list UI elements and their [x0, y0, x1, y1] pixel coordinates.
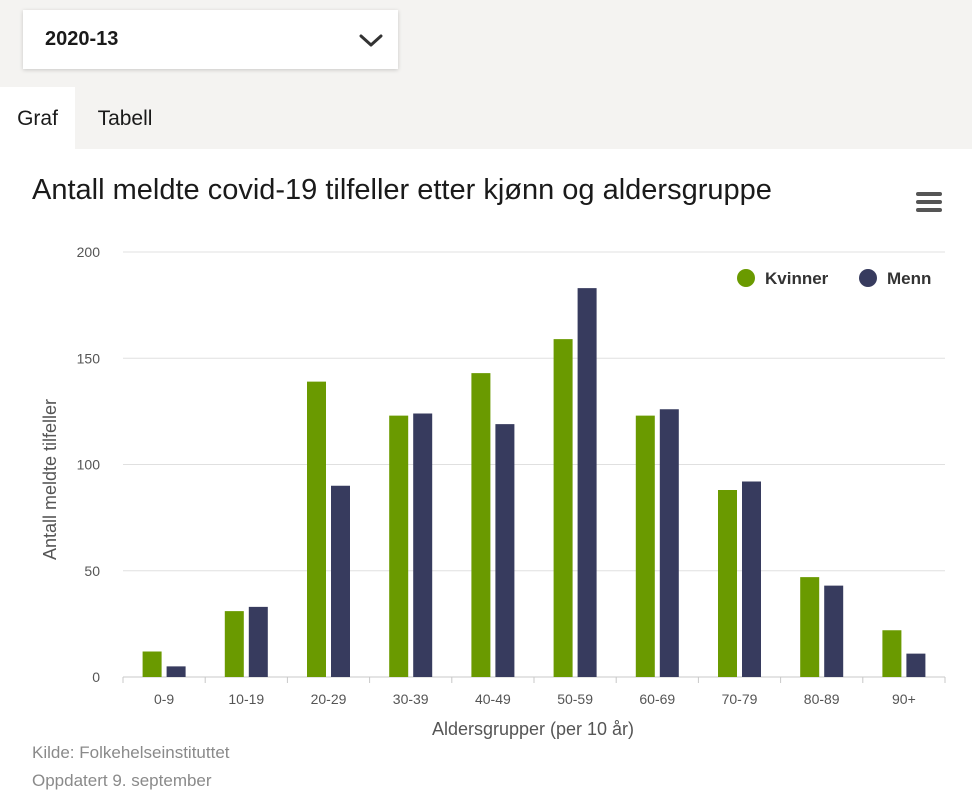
bar-menn-60-69	[659, 409, 679, 677]
week-select-dropdown[interactable]: 2020-13	[23, 10, 398, 69]
y-tick-label: 100	[77, 457, 101, 473]
bar-kvinner-60-69	[635, 415, 655, 677]
y-tick-label: 150	[77, 350, 101, 366]
week-select-value: 2020-13	[45, 28, 119, 50]
bar-kvinner-90+	[882, 630, 902, 677]
bar-menn-50-59	[577, 288, 597, 677]
legend-label-menn: Menn	[887, 269, 931, 288]
chevron-down-icon	[359, 34, 383, 47]
tab-graf[interactable]: Graf	[0, 87, 75, 149]
x-axis-title: Aldersgrupper (per 10 år)	[432, 719, 634, 739]
bar-menn-90+	[906, 653, 926, 677]
chart-title: Antall meldte covid-19 tilfeller etter k…	[32, 174, 772, 206]
bar-chart: 0 50 100 150 200 0-9 10-19 20-29 30-39 40-49 50-59…	[40, 244, 946, 739]
x-tick-label: 30-39	[393, 691, 429, 707]
bar-menn-40-49	[495, 424, 515, 677]
bar-kvinner-10-19	[224, 611, 244, 677]
x-tick-label: 80-89	[804, 691, 840, 707]
legend-label-kvinner: Kvinner	[765, 269, 829, 288]
bar-kvinner-20-29	[307, 381, 326, 677]
bar-menn-0-9	[166, 666, 186, 677]
y-axis-title: Antall meldte tilfeller	[40, 399, 60, 560]
y-tick-label: 0	[92, 669, 100, 685]
legend-marker-menn	[859, 269, 877, 287]
x-tick-label: 40-49	[475, 691, 511, 707]
y-tick-label: 200	[77, 244, 101, 260]
x-tick-label: 70-79	[722, 691, 758, 707]
bar-kvinner-0-9	[142, 651, 162, 677]
bar-kvinner-80-89	[800, 577, 820, 677]
bar-kvinner-50-59	[553, 339, 573, 677]
x-tick-label: 20-29	[311, 691, 347, 707]
y-tick-label: 50	[84, 563, 100, 579]
bar-menn-80-89	[824, 585, 844, 677]
updated-note: Oppdatert 9. september	[32, 771, 212, 790]
legend-marker-kvinner	[737, 269, 755, 287]
x-tick-label: 50-59	[557, 691, 593, 707]
bar-menn-30-39	[413, 413, 433, 677]
bar-kvinner-40-49	[471, 373, 491, 677]
bar-kvinner-70-79	[718, 490, 737, 677]
x-tick-label: 10-19	[228, 691, 264, 707]
bar-menn-70-79	[742, 481, 761, 677]
bar-menn-20-29	[331, 485, 350, 677]
x-tick-label: 0-9	[154, 691, 174, 707]
x-tick-label: 60-69	[639, 691, 675, 707]
hamburger-menu-icon[interactable]	[912, 188, 946, 216]
tab-tabell[interactable]: Tabell	[97, 107, 153, 130]
bar-menn-10-19	[248, 606, 268, 677]
x-tick-label: 90+	[892, 691, 916, 707]
source-note: Kilde: Folkehelseinstituttet	[32, 743, 230, 762]
bar-kvinner-30-39	[389, 415, 409, 677]
